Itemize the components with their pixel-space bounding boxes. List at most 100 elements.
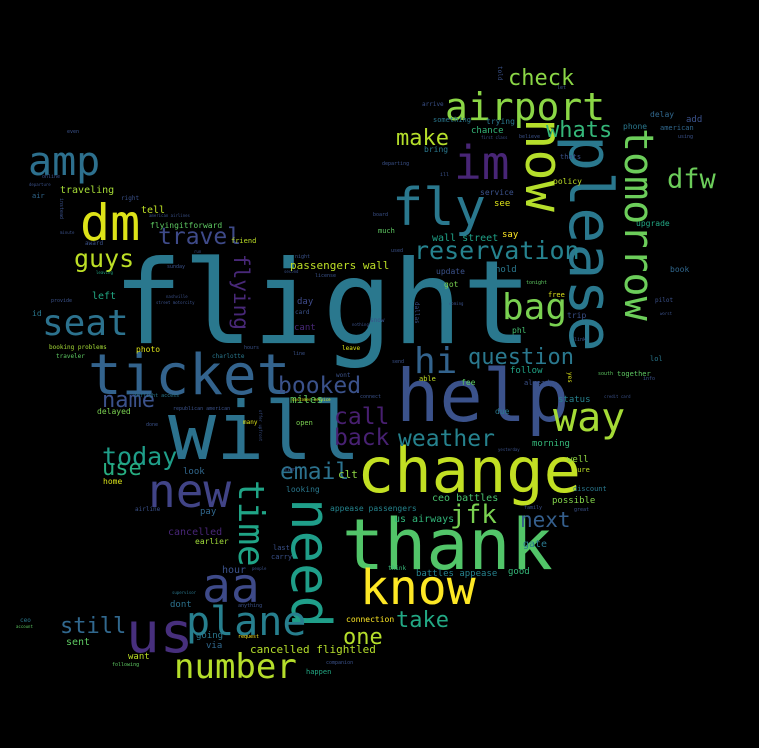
word-able: able (419, 375, 436, 383)
word-left: left (92, 291, 117, 302)
word-appease-passengers: appease passengers (330, 504, 417, 513)
word-passengers-wall: passengers wall (290, 259, 390, 272)
word-republican-american: republican american (173, 406, 231, 412)
word-let: let (557, 85, 567, 91)
word-last: last (273, 544, 290, 552)
word-board: board (373, 212, 389, 218)
word-american-airlines: american airlines (149, 213, 190, 218)
word-free: free (548, 291, 565, 299)
word-already: already (524, 379, 554, 387)
word-traveling: traveling (60, 185, 115, 196)
word-companion: companion (326, 660, 354, 666)
word-now: now (513, 118, 573, 212)
word-flight: flight (113, 236, 533, 371)
word-check: check (508, 66, 575, 91)
word-airport: airport (445, 85, 606, 129)
word-new: new (148, 464, 232, 518)
word-want: want (128, 652, 150, 662)
word-airline: airline (135, 506, 161, 513)
word-cant: cant (294, 323, 316, 333)
word-arrive: arrive (422, 101, 444, 108)
word-something: something (433, 116, 471, 124)
word-question: question (468, 345, 574, 370)
word-fee: fee (461, 378, 476, 387)
word-service: service (480, 188, 514, 197)
word-open: open (296, 419, 313, 427)
word-policy: policy (553, 177, 582, 186)
word-possible: possible (552, 496, 596, 506)
word-happen: happen (306, 668, 332, 676)
word-think: think (388, 565, 407, 572)
word-offer-upfront: offer upfront (258, 410, 263, 442)
word-ceo-battles: ceo battles (432, 493, 499, 504)
word-due: due (495, 407, 510, 416)
word-follow: follow (510, 366, 543, 376)
word-take: take (396, 608, 449, 633)
word-nashville: nashville (166, 294, 188, 299)
word-sunday: sunday (167, 264, 186, 270)
word-hi: hi (414, 341, 458, 382)
word-jfk: jfk (450, 500, 497, 530)
word-account: account (16, 624, 33, 629)
word-discount: discount (573, 485, 607, 493)
word-us-airways: us airways (394, 514, 455, 525)
word-line: line (293, 351, 306, 357)
word-clt: clt (338, 468, 358, 481)
word-much: much (378, 227, 395, 235)
word-info: info (643, 376, 656, 382)
word-us: us (126, 601, 194, 666)
word-back: back (334, 425, 390, 451)
word-tomorrow: tomorrow (615, 128, 661, 321)
word-sent: sent (66, 637, 91, 648)
word-upgrade: upgrade (636, 219, 670, 228)
word-time: time (230, 480, 271, 567)
word-first-class: first class (481, 135, 508, 140)
word-online: online (42, 174, 61, 180)
word-air: air (32, 192, 45, 200)
word-phl: phl (512, 326, 527, 335)
word-looking: looking (286, 485, 320, 494)
word-dfw: dfw (667, 164, 716, 195)
word-hour: hour (222, 565, 247, 576)
word-trip: trip (567, 311, 587, 320)
word-going: going (196, 631, 224, 641)
word-aa: aa (202, 558, 260, 614)
word-send: send (392, 359, 405, 365)
word-link: link (574, 337, 587, 343)
word-friend: friend (231, 237, 257, 245)
word-supervisor: supervisor (172, 590, 197, 595)
word-using: using (678, 134, 694, 140)
word-fly: fly (392, 178, 486, 238)
word-charlotte: charlotte (212, 353, 245, 360)
word-photo: photo (136, 345, 161, 354)
word-card: card (295, 309, 310, 316)
word-chance: chance (471, 126, 504, 136)
word-anything: anything (238, 603, 263, 609)
word-thank: thank (342, 504, 553, 586)
word-book: book (670, 265, 690, 274)
word-told: told (496, 66, 503, 81)
word-together: together (617, 370, 651, 378)
word-great: great (574, 507, 590, 513)
word-home: home (103, 477, 123, 486)
word-departing: departing (382, 161, 410, 167)
word-flying: flying (229, 254, 253, 330)
word-license: license (315, 273, 337, 279)
word-say: say (502, 230, 519, 240)
word-trying: trying (486, 117, 515, 126)
word-provide: provide (51, 298, 73, 304)
word-booked: booked (278, 373, 362, 399)
word-dm: dm (80, 194, 141, 252)
word-many: many (243, 419, 258, 426)
word-wall-street: wall street (432, 233, 499, 244)
word-inflight-access: inflight access (134, 393, 180, 399)
word-leave: leave (342, 345, 361, 352)
word-bag: bag (502, 287, 568, 328)
word-update: update (436, 267, 465, 276)
word-run: run (194, 249, 202, 254)
word-morning: morning (532, 439, 570, 449)
word-use: use (102, 456, 142, 481)
word-coming: coming (449, 301, 464, 306)
word-connect: connect (360, 394, 382, 400)
word-customer-service: customer service (292, 397, 331, 402)
